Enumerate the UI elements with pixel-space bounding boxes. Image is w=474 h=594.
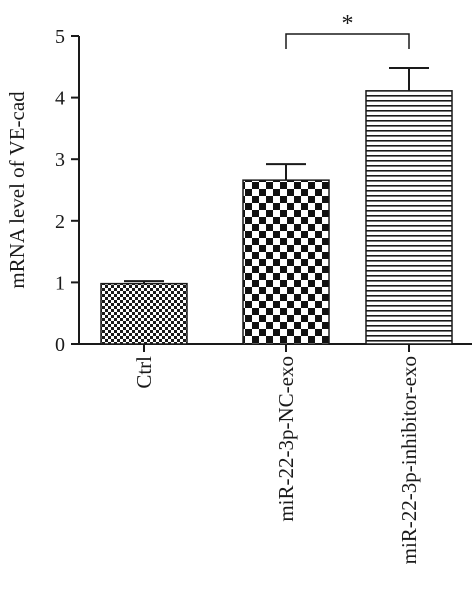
bar-3 <box>365 90 453 345</box>
y-tick-label: 4 <box>55 88 65 110</box>
category-label-3: miR-22-3p-inhibitor-exo <box>397 356 421 564</box>
significance-line <box>285 33 410 49</box>
bar-2 <box>242 179 330 345</box>
y-tick-label: 0 <box>55 334 65 356</box>
x-axis: Ctrl miR-22-3p-NC-exo miR-22-3p-inhibitor-… <box>78 343 472 564</box>
y-ticks: 0 1 2 3 4 5 <box>55 26 79 356</box>
x-ticks: Ctrl miR-22-3p-NC-exo miR-22-3p-inhibitor-… <box>132 344 421 564</box>
y-tick-label: 2 <box>55 211 65 233</box>
category-label-2: miR-22-3p-NC-exo <box>274 356 298 522</box>
y-tick-label: 3 <box>55 149 65 171</box>
category-label-1: Ctrl <box>132 356 156 389</box>
y-tick-label: 1 <box>55 272 65 294</box>
bars <box>100 90 453 345</box>
error-bars <box>124 67 429 284</box>
y-axis-label: mRNA level of VE-cad <box>5 91 29 289</box>
bar-1 <box>100 282 188 345</box>
significance-marker: * <box>342 11 354 37</box>
significance-bracket: * <box>285 11 410 49</box>
y-tick-label: 5 <box>55 26 65 48</box>
y-axis: 0 1 2 3 4 5 mRNA level of VE-cad <box>5 26 80 356</box>
